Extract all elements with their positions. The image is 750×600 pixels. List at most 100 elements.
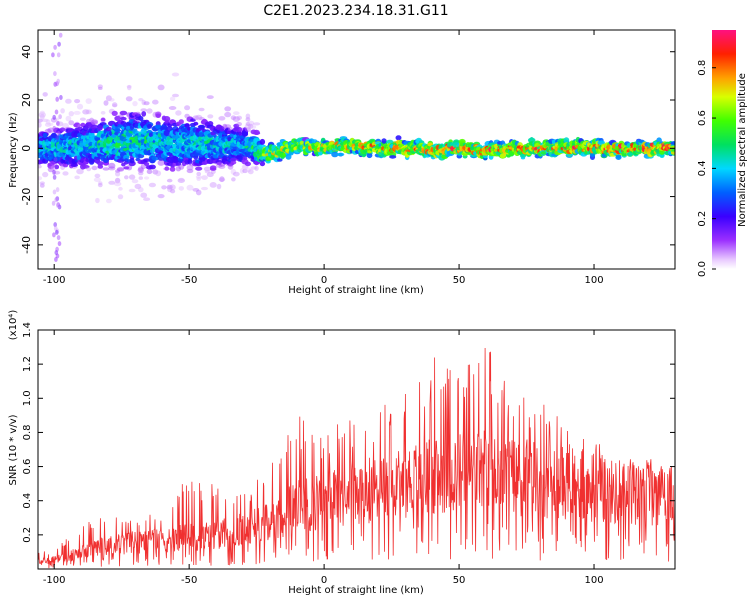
heatmap-cell [236, 115, 242, 121]
heatmap-cell [164, 166, 170, 171]
heatmap-cell [60, 108, 65, 114]
heatmap-cell [89, 117, 94, 123]
heatmap-cell [152, 169, 159, 175]
heatmap-cell [168, 106, 177, 110]
heatmap-cell [42, 132, 48, 139]
y-tick-label: 1.4 [22, 322, 33, 338]
figure-title: C2E1.2023.234.18.31.G11 [263, 3, 448, 19]
heatmap-cell [114, 177, 121, 184]
heatmap-cell [218, 116, 226, 121]
heatmap-cell [247, 169, 254, 175]
heatmap-cell [44, 122, 52, 127]
heatmap-cell [90, 119, 99, 125]
heatmap-cell [100, 117, 106, 122]
heatmap-cell [178, 177, 185, 181]
heatmap-cell [97, 84, 103, 89]
heatmap-cell [118, 186, 123, 191]
heatmap-cell [56, 235, 61, 241]
heatmap-cell [62, 171, 69, 176]
snr-series-line [38, 347, 675, 569]
heatmap-cell [82, 109, 90, 115]
heatmap-cell [52, 169, 56, 175]
snr-ylabel: SNR (10 * v/v) [8, 414, 19, 485]
heatmap-cell [178, 119, 184, 125]
heatmap-cell [85, 109, 92, 115]
heatmap-cell [91, 121, 98, 125]
y-tick-label: 0 [20, 145, 33, 152]
heatmap-cell [195, 175, 202, 179]
heatmap-cell [91, 165, 98, 171]
heatmap-cell [171, 72, 180, 77]
snr-frame [37, 329, 676, 570]
heatmap-cell [157, 84, 165, 91]
heatmap-cell [112, 102, 118, 108]
heatmap-cell [53, 71, 57, 77]
heatmap-cell [117, 167, 124, 171]
heatmap-cell [76, 103, 84, 110]
heatmap-cell [141, 111, 147, 117]
heatmap-cell [108, 166, 116, 171]
heatmap-cell [244, 161, 251, 167]
heatmap-cell [73, 122, 81, 128]
heatmap-cell [129, 157, 135, 164]
heatmap-cell [128, 174, 136, 180]
x-tick-label: -50 [181, 575, 197, 586]
heatmap-cell [79, 117, 86, 121]
heatmap-cell [175, 110, 182, 116]
heatmap-cell [201, 175, 208, 181]
heatmap-cell [111, 110, 118, 116]
heatmap-cell [140, 192, 148, 198]
heatmap-cell [117, 194, 124, 200]
heatmap-cell [100, 111, 106, 115]
heatmap-cell [152, 99, 159, 105]
heatmap-cell [236, 122, 242, 127]
heatmap-cell [201, 186, 208, 191]
heatmap-cell [86, 167, 92, 172]
heatmap-cell [127, 85, 132, 91]
heatmap-cell [135, 111, 141, 116]
heatmap-cell [138, 166, 144, 172]
heatmap-cell [57, 41, 61, 47]
heatmap-cell [144, 162, 150, 166]
heatmap-cell [259, 161, 266, 167]
heatmap-cell [209, 165, 217, 170]
colorbar-gradient [712, 30, 736, 269]
heatmap-cell [39, 110, 45, 115]
heatmap-cell [73, 110, 81, 115]
heatmap-cell [233, 111, 240, 115]
heatmap-cell [389, 155, 397, 159]
heatmap-cell [251, 125, 257, 129]
heatmap-cell [115, 169, 121, 173]
heatmap-cell [51, 52, 55, 58]
heatmap-cell [74, 99, 81, 104]
heatmap-cell [74, 121, 80, 128]
heatmap-cell [175, 166, 181, 172]
heatmap-cell [51, 200, 56, 206]
heatmap-cell [88, 158, 95, 163]
heatmap-cell [57, 241, 62, 247]
heatmap-cell [336, 152, 345, 157]
heatmap-cell [253, 129, 260, 135]
heatmap-cell [224, 106, 232, 112]
heatmap-cell [175, 162, 182, 166]
heatmap-cell [95, 197, 100, 204]
heatmap-cell [155, 113, 161, 119]
heatmap-cell [45, 119, 51, 125]
heatmap-cell [123, 154, 130, 160]
colorbar-tick-label: 0.4 [697, 160, 708, 176]
heatmap-cell [108, 180, 116, 185]
heatmap-cell [177, 178, 185, 184]
heatmap-cell [52, 174, 57, 180]
colorbar-tick-label: 0.8 [697, 60, 708, 76]
y-tick-label: -40 [20, 236, 33, 254]
heatmap-cell [76, 168, 84, 175]
heatmap-cell [154, 124, 162, 129]
heatmap-cell [56, 203, 60, 208]
heatmap-cell [56, 52, 61, 58]
heatmap-cell [193, 121, 199, 126]
x-tick-label: 100 [584, 575, 603, 586]
heatmap-cell [114, 115, 121, 121]
